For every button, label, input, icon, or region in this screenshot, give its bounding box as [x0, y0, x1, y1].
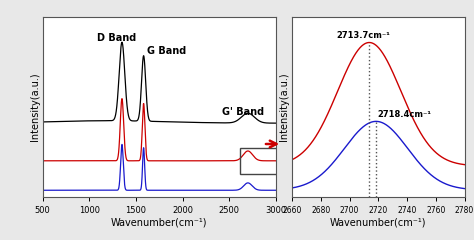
Bar	[240, 148, 277, 174]
Y-axis label: Intensity(a.u.): Intensity(a.u.)	[279, 72, 289, 141]
X-axis label: Wavenumber(cm⁻¹): Wavenumber(cm⁻¹)	[111, 218, 208, 228]
Text: 2718.4cm⁻¹: 2718.4cm⁻¹	[377, 110, 431, 119]
Text: G' Band: G' Band	[222, 107, 264, 117]
Y-axis label: Intensity(a.u.): Intensity(a.u.)	[30, 72, 40, 141]
Text: G Band: G Band	[147, 46, 186, 56]
X-axis label: Wavenumber(cm⁻¹): Wavenumber(cm⁻¹)	[330, 218, 427, 228]
Text: 2713.7cm⁻¹: 2713.7cm⁻¹	[337, 31, 391, 40]
Text: D Band: D Band	[97, 33, 136, 42]
